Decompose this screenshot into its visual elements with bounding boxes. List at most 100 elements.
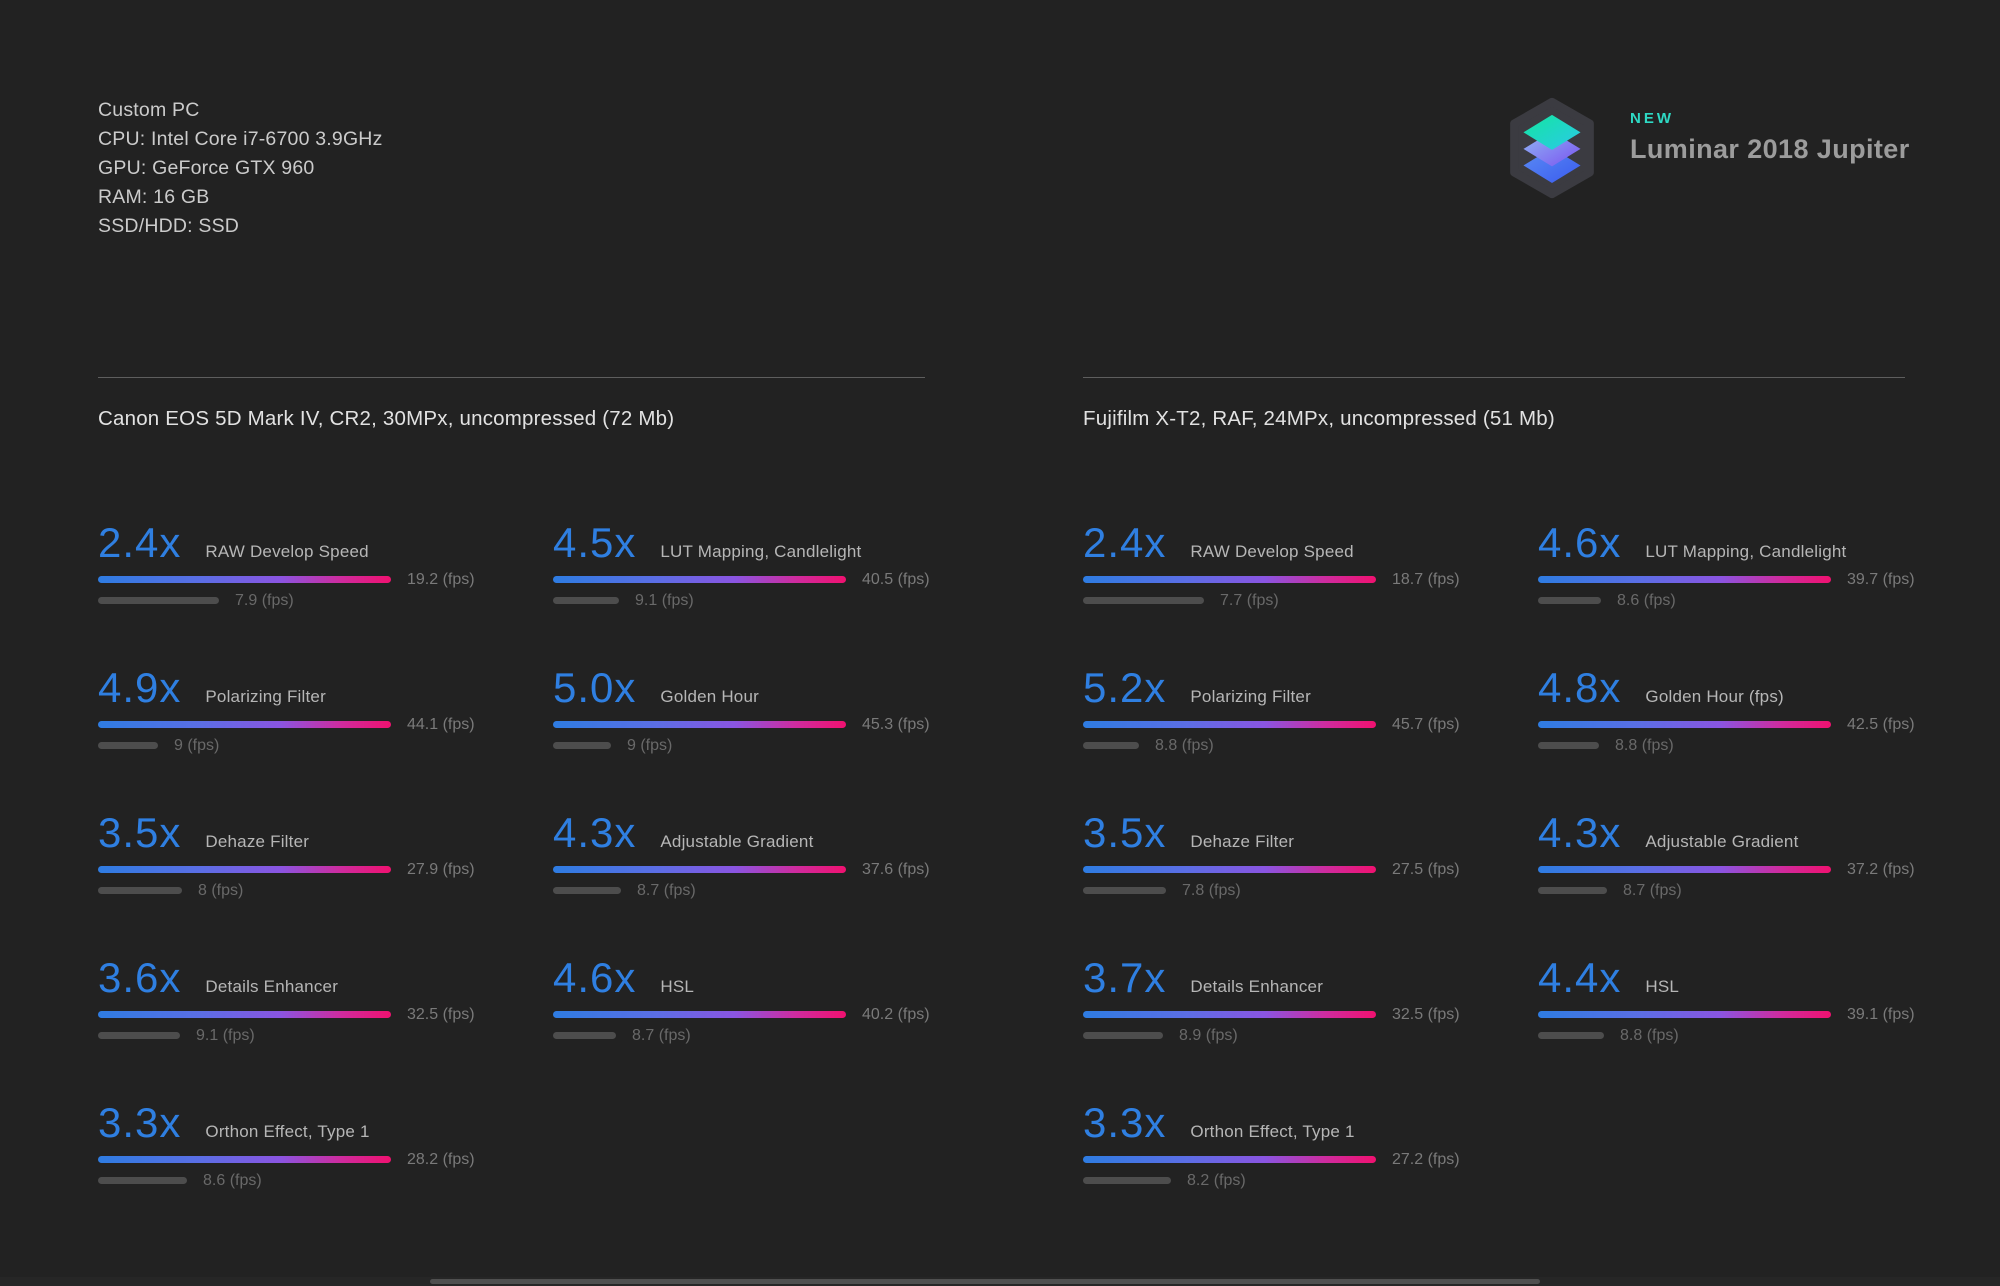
feature-label: HSL (1645, 977, 1680, 996)
baseline-bar-row: 8 (fps) (98, 882, 543, 899)
benchmark-header: 4.5x LUT Mapping, Candlelight (553, 518, 998, 568)
benchmark-header: 4.9x Polarizing Filter (98, 663, 543, 713)
result-bar (1083, 576, 1376, 583)
benchmark-header: 2.4x RAW Develop Speed (98, 518, 543, 568)
baseline-fps: 8.7 (fps) (637, 881, 696, 899)
feature-label: Dehaze Filter (205, 832, 310, 851)
benchmark-column: 4.6x LUT Mapping, Candlelight 39.7 (fps) 8.… (1538, 518, 1983, 1098)
result-bar-row: 27.5 (fps) (1083, 861, 1528, 878)
feature-label: Adjustable Gradient (660, 832, 814, 851)
result-bar-row: 32.5 (fps) (1083, 1006, 1528, 1023)
baseline-bar (1083, 597, 1204, 604)
result-fps: 45.3 (fps) (862, 715, 930, 733)
result-bar (553, 866, 846, 873)
section-divider-right (1083, 377, 1905, 378)
result-bar-row: 39.1 (fps) (1538, 1006, 1983, 1023)
result-bar-row: 40.5 (fps) (553, 571, 998, 588)
benchmark-item: 3.3x Orthon Effect, Type 1 27.2 (fps) 8.2 (… (1083, 1098, 1528, 1243)
baseline-bar (553, 597, 619, 604)
baseline-bar-row: 9 (fps) (98, 737, 543, 754)
result-bar (553, 721, 846, 728)
baseline-bar-row: 8.7 (fps) (1538, 882, 1983, 899)
feature-label: RAW Develop Speed (1190, 542, 1354, 561)
benchmark-item: 5.2x Polarizing Filter 45.7 (fps) 8.8 (fps) (1083, 663, 1528, 808)
baseline-bar-row: 8.6 (fps) (1538, 592, 1983, 609)
benchmark-header: 3.5x Dehaze Filter (1083, 808, 1528, 858)
result-bar-row: 37.6 (fps) (553, 861, 998, 878)
speedup-value: 4.6x (553, 954, 637, 1001)
speedup-value: 5.0x (553, 664, 637, 711)
feature-label: RAW Develop Speed (205, 542, 369, 561)
baseline-bar-row: 8.6 (fps) (98, 1172, 543, 1189)
feature-label: Golden Hour (660, 687, 759, 706)
result-fps: 37.2 (fps) (1847, 860, 1915, 878)
speedup-value: 4.5x (553, 519, 637, 566)
result-bar (1083, 1011, 1376, 1018)
baseline-fps: 8.9 (fps) (1179, 1026, 1238, 1044)
result-fps: 39.1 (fps) (1847, 1005, 1915, 1023)
baseline-bar-row: 8.2 (fps) (1083, 1172, 1528, 1189)
baseline-bar (1538, 597, 1601, 604)
baseline-fps: 9.1 (fps) (196, 1026, 255, 1044)
result-fps: 27.9 (fps) (407, 860, 475, 878)
speedup-value: 4.3x (1538, 809, 1622, 856)
result-bar-row: 39.7 (fps) (1538, 571, 1983, 588)
benchmark-header: 4.8x Golden Hour (fps) (1538, 663, 1983, 713)
result-bar-row: 42.5 (fps) (1538, 716, 1983, 733)
product-name: Luminar 2018 Jupiter (1630, 134, 1910, 164)
speedup-value: 2.4x (1083, 519, 1167, 566)
speedup-value: 4.4x (1538, 954, 1622, 1001)
benchmark-header: 4.3x Adjustable Gradient (1538, 808, 1983, 858)
benchmark-header: 3.3x Orthon Effect, Type 1 (98, 1098, 543, 1148)
benchmark-item: 4.8x Golden Hour (fps) 42.5 (fps) 8.8 (fps) (1538, 663, 1983, 808)
luminar-logo-icon (1506, 95, 1598, 201)
result-bar-row: 45.7 (fps) (1083, 716, 1528, 733)
result-fps: 42.5 (fps) (1847, 715, 1915, 733)
feature-label: Polarizing Filter (205, 687, 326, 706)
speedup-value: 3.5x (98, 809, 182, 856)
benchmark-item: 4.3x Adjustable Gradient 37.6 (fps) 8.7 (fp… (553, 808, 998, 953)
result-bar (98, 1156, 391, 1163)
benchmark-header: 4.6x LUT Mapping, Candlelight (1538, 518, 1983, 568)
benchmark-header: 3.7x Details Enhancer (1083, 953, 1528, 1003)
baseline-bar-row: 8.8 (fps) (1538, 1027, 1983, 1044)
result-fps: 27.5 (fps) (1392, 860, 1460, 878)
feature-label: Polarizing Filter (1190, 687, 1311, 706)
speedup-value: 2.4x (98, 519, 182, 566)
result-bar (1538, 1011, 1831, 1018)
baseline-bar (1538, 742, 1599, 749)
brand-block: NEW Luminar 2018 Jupiter (1630, 110, 1910, 165)
baseline-bar (553, 742, 611, 749)
benchmark-header: 3.5x Dehaze Filter (98, 808, 543, 858)
feature-label: Orthon Effect, Type 1 (1190, 1122, 1355, 1141)
result-fps: 37.6 (fps) (862, 860, 930, 878)
feature-label: Details Enhancer (205, 977, 339, 996)
result-fps: 44.1 (fps) (407, 715, 475, 733)
result-bar (1083, 721, 1376, 728)
result-bar-row: 28.2 (fps) (98, 1151, 543, 1168)
result-bar-row: 27.9 (fps) (98, 861, 543, 878)
baseline-bar-row: 8.7 (fps) (553, 882, 998, 899)
result-bar-row: 44.1 (fps) (98, 716, 543, 733)
result-bar-row: 32.5 (fps) (98, 1006, 543, 1023)
spec-line: RAM: 16 GB (98, 186, 210, 208)
baseline-bar-row: 7.9 (fps) (98, 592, 543, 609)
section-divider-left (98, 377, 925, 378)
baseline-bar-row: 8.8 (fps) (1083, 737, 1528, 754)
benchmark-header: 3.3x Orthon Effect, Type 1 (1083, 1098, 1528, 1148)
result-bar (1538, 866, 1831, 873)
result-bar (98, 576, 391, 583)
benchmark-item: 4.3x Adjustable Gradient 37.2 (fps) 8.7 (fp… (1538, 808, 1983, 953)
result-bar (98, 721, 391, 728)
section-title-fujifilm: Fujifilm X-T2, RAF, 24MPx, uncompressed … (1083, 407, 1555, 430)
baseline-bar-row: 8.9 (fps) (1083, 1027, 1528, 1044)
feature-label: LUT Mapping, Candlelight (1645, 542, 1847, 561)
benchmark-item: 3.3x Orthon Effect, Type 1 28.2 (fps) 8.6 (… (98, 1098, 543, 1243)
baseline-bar (98, 1032, 180, 1039)
baseline-bar (553, 1032, 616, 1039)
baseline-fps: 8.7 (fps) (632, 1026, 691, 1044)
result-bar-row: 18.7 (fps) (1083, 571, 1528, 588)
benchmark-item: 4.9x Polarizing Filter 44.1 (fps) 9 (fps) (98, 663, 543, 808)
baseline-fps: 7.7 (fps) (1220, 591, 1279, 609)
